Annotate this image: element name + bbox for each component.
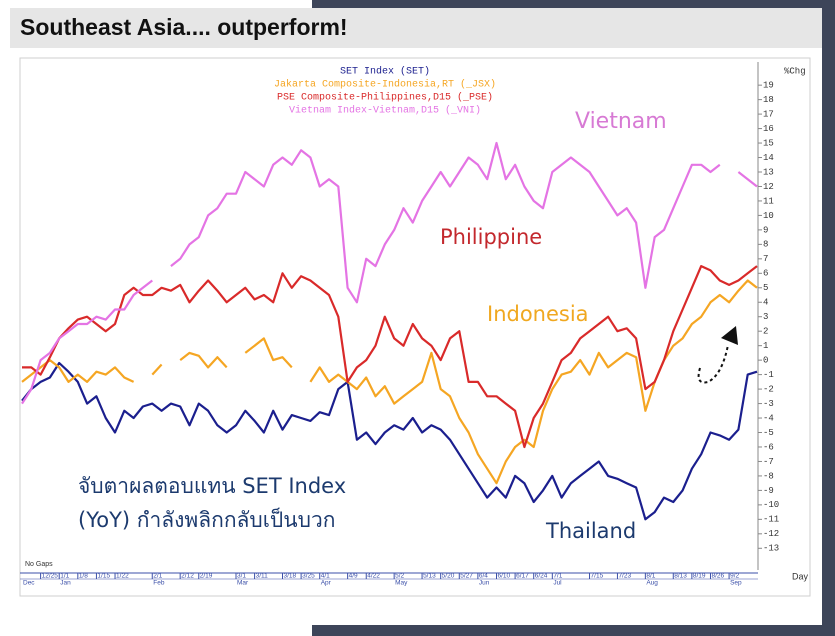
legend-entry: Vietnam Index-Vietnam,D15 (_VNI) [289,105,481,117]
x-tick-label: 1/15 [97,573,110,580]
no-gaps-note: No Gaps [25,561,53,568]
x-tick-label: 2/1 [153,573,162,580]
y-tick-label: 12 [763,182,774,192]
legend-entry: PSE Composite-Philippines,D15 (_PSE) [277,92,493,104]
x-tick-label: 4/9 [349,573,358,580]
y-tick-label: -13 [763,544,779,554]
y-tick-label: 5 [763,283,768,293]
annotation: Vietnam [575,109,667,134]
chart-title: Southeast Asia.... outperform! [20,14,348,40]
x-tick-label: 8/26 [711,573,724,580]
y-tick-label: -4 [763,413,774,423]
x-tick-label: 2/12 [181,573,194,580]
chart-frame [19,57,811,597]
x-tick-label: 5/13 [423,573,436,580]
month-label: Dec [23,580,35,587]
month-label: May [395,580,408,587]
x-tick-label: 6/10 [497,573,510,580]
y-tick-label: 1 [763,341,768,351]
y-tick-label: -8 [763,471,774,481]
y-tick-label: -5 [763,428,774,438]
x-tick-label: 8/13 [674,573,687,580]
y-tick-label: -2 [763,384,774,394]
month-label: Sep [730,580,742,587]
y-tick-label: 13 [763,167,774,177]
y-tick-label: 6 [763,269,768,279]
y-tick-label: -11 [763,515,779,525]
month-label: Apr [321,580,332,587]
x-tick-label: 6/24 [535,573,548,580]
y-tick-label: 11 [763,196,774,206]
x-tick-label: 7/15 [591,573,604,580]
month-label: Jun [479,580,490,587]
month-label: Jul [553,580,562,587]
legend-entry: Jakarta Composite-Indonesia,RT (_JSX) [274,79,496,91]
x-tick-label: 8/19 [693,573,706,580]
series-line [21,361,758,521]
y-tick-label: -12 [763,529,779,539]
x-tick-label: 9/2 [730,573,739,580]
y-tick-label: 15 [763,138,774,148]
y-tick-label: -7 [763,457,774,467]
y-tick-label: 14 [763,153,774,163]
x-tick-label: 2/19 [200,573,213,580]
slide-panel [10,8,822,625]
arrow [697,344,729,384]
y-tick-label: -3 [763,399,774,409]
x-tick-label: 3/11 [256,573,269,580]
series-line [22,265,758,449]
y-tick-label: 3 [763,312,768,322]
y-tick-label: -9 [763,486,774,496]
x-tick-label: 3/18 [284,573,297,580]
annotation: Indonesia [487,302,589,326]
series-line [21,141,758,405]
annotation: Philippine [440,225,542,249]
x-tick-label: 6/17 [516,573,529,580]
y-tick-label: 9 [763,225,768,235]
y-axis-label: %Chg [784,66,806,76]
annotation: Thailand [545,519,636,543]
x-tick-label: 1/1 [60,573,69,580]
x-tick-label: 3/1 [237,573,246,580]
y-tick-label: 7 [763,254,768,264]
x-tick-label: 5/20 [442,573,455,580]
y-tick-label: 4 [763,298,768,308]
y-tick-label: 16 [763,124,774,134]
month-label: Feb [153,580,165,587]
x-tick-label: 12/25 [42,573,59,580]
x-tick-label: 5/27 [460,573,473,580]
y-tick-label: -6 [763,442,774,452]
y-tick-label: -10 [763,500,779,510]
annotation: (YoY) กำลังพลิกกลับเป็นบวก [78,506,335,532]
x-tick-label: 7/1 [553,573,562,580]
y-tick-label: 8 [763,240,768,250]
y-tick-label: 0 [763,356,768,366]
y-tick-label: 10 [763,211,774,221]
legend-entry: SET Index (SET) [340,66,430,78]
x-tick-label: 8/1 [646,573,655,580]
x-tick-label: 1/8 [79,573,88,580]
month-label: Aug [646,580,658,587]
header-bar [10,8,822,48]
annotation: จับตาผลตอบแทน SET Index [78,474,346,498]
x-tick-label: 1/22 [116,573,129,580]
y-tick-label: 18 [763,95,774,105]
y-tick-label: 17 [763,109,774,119]
x-tick-label: 7/23 [618,573,631,580]
x-tick-label: 5/2 [395,573,404,580]
y-tick-label: 19 [763,81,774,91]
month-label: Mar [237,580,249,587]
x-tick-label: 4/22 [367,573,380,580]
month-label: Jan [60,580,71,587]
y-tick-label: 2 [763,327,768,337]
x-tick-label: 4/1 [321,573,330,580]
series-line [21,279,758,485]
y-tick-label: -1 [763,370,774,380]
x-axis-label: Day [792,571,809,581]
x-tick-label: 6/4 [479,573,488,580]
arrow-head [721,326,738,345]
x-tick-label: 3/25 [302,573,315,580]
